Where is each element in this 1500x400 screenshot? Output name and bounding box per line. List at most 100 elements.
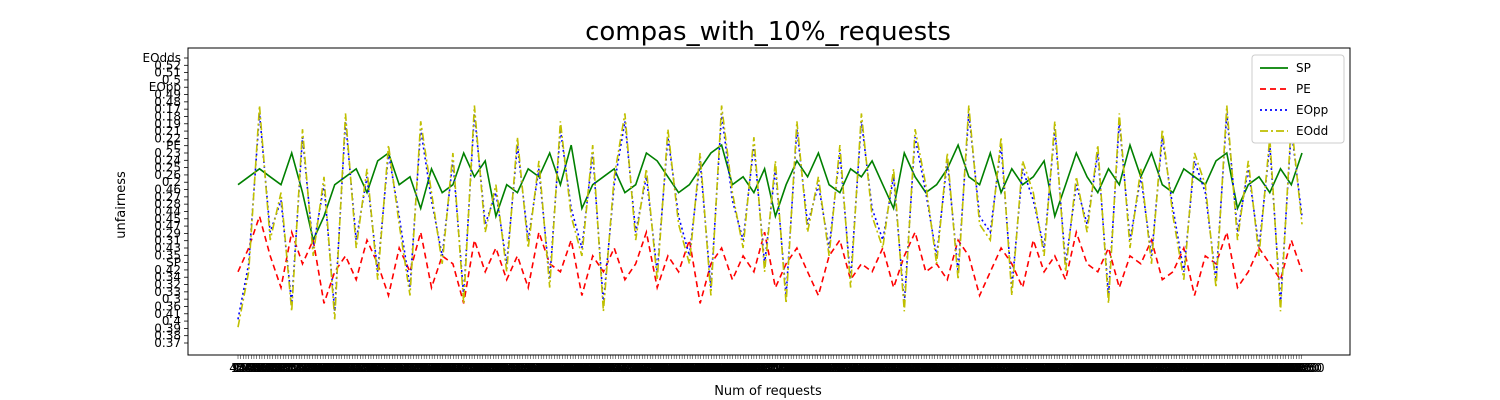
x-tick-label: 61950 — [549, 361, 587, 375]
x-tick-label: 187450 — [1212, 361, 1258, 375]
x-tick-label: 57450 — [525, 361, 563, 375]
x-tick-label: 171450 — [1127, 361, 1173, 375]
y-tick-label: 0.39 — [154, 321, 181, 335]
x-tick-label: 121950 — [864, 361, 910, 375]
x-tick-label: 53950 — [506, 361, 544, 375]
x-tick-label: 63950 — [559, 361, 597, 375]
x-tick-label: 144450 — [984, 361, 1030, 375]
x-tick-label: 79450 — [642, 361, 680, 375]
x-tick-label: 950 — [232, 361, 255, 375]
x-tick-label: 131950 — [917, 361, 963, 375]
x-tick-label: 191950 — [1236, 361, 1282, 375]
x-tick-label: 135450 — [936, 361, 982, 375]
x-tick-label: 39450 — [429, 361, 467, 375]
x-tick-label: 110950 — [805, 361, 851, 375]
x-tick-label: 168450 — [1111, 361, 1157, 375]
y-tick-label: 0.4 — [162, 314, 181, 328]
x-tick-label: 159450 — [1063, 361, 1109, 375]
x-tick-label: 15950 — [304, 361, 342, 375]
x-tick-label: 114950 — [827, 361, 873, 375]
x-tick-label: 64450 — [562, 361, 600, 375]
x-tick-label: 10450 — [275, 361, 313, 375]
x-axis-ticks: 0450950145019502450295034503950445049505… — [229, 355, 1325, 375]
x-tick-label: 74450 — [615, 361, 653, 375]
x-tick-label: 193950 — [1247, 361, 1293, 375]
x-tick-label: 157950 — [1055, 361, 1101, 375]
x-tick-label: 142450 — [973, 361, 1019, 375]
x-tick-label: 174450 — [1143, 361, 1189, 375]
x-tick-label: 2950 — [239, 361, 270, 375]
y-tick-label: 0.3 — [162, 292, 181, 306]
x-tick-label: 62950 — [554, 361, 592, 375]
x-tick-label: 155450 — [1042, 361, 1088, 375]
x-tick-label: 30450 — [381, 361, 419, 375]
x-tick-label: 163950 — [1087, 361, 1133, 375]
x-tick-label: 88450 — [690, 361, 728, 375]
x-tick-label: 145950 — [992, 361, 1038, 375]
x-tick-label: 134450 — [930, 361, 976, 375]
x-tick-label: 184950 — [1199, 361, 1245, 375]
x-tick-label: 139450 — [957, 361, 1003, 375]
legend-label-pe: PE — [1296, 82, 1311, 96]
x-tick-label: 76450 — [626, 361, 664, 375]
x-tick-label: 86450 — [679, 361, 717, 375]
x-tick-label: 97450 — [737, 361, 775, 375]
x-tick-label: 162450 — [1079, 361, 1125, 375]
x-tick-label: 104950 — [774, 361, 820, 375]
x-tick-label: 46950 — [469, 361, 507, 375]
x-tick-label: 146950 — [997, 361, 1043, 375]
x-tick-label: 6950 — [260, 361, 291, 375]
x-tick-label: 151950 — [1024, 361, 1070, 375]
x-tick-label: 65950 — [570, 361, 608, 375]
x-tick-label: 132950 — [922, 361, 968, 375]
x-tick-label: 81450 — [652, 361, 690, 375]
x-tick-label: 56950 — [522, 361, 560, 375]
x-tick-label: 9950 — [276, 361, 307, 375]
x-tick-label: 16950 — [309, 361, 347, 375]
x-tick-label: 82450 — [658, 361, 696, 375]
x-tick-label: 192950 — [1242, 361, 1288, 375]
x-tick-label: 78950 — [639, 361, 677, 375]
x-tick-label: 98450 — [743, 361, 781, 375]
x-tick-label: 149950 — [1013, 361, 1059, 375]
x-tick-label: 34450 — [402, 361, 440, 375]
x-tick-label: 12950 — [288, 361, 326, 375]
x-tick-label: 179450 — [1170, 361, 1216, 375]
x-tick-label: 21950 — [336, 361, 374, 375]
x-tick-label: 55950 — [517, 361, 555, 375]
x-tick-label: 46450 — [466, 361, 504, 375]
x-tick-label: 0 — [234, 361, 242, 375]
x-tick-label: 70450 — [594, 361, 632, 375]
x-tick-label: 95450 — [727, 361, 765, 375]
x-tick-label: 121450 — [861, 361, 907, 375]
x-tick-label: 157450 — [1053, 361, 1099, 375]
x-tick-label: 178450 — [1164, 361, 1210, 375]
x-tick-label: 10950 — [277, 361, 315, 375]
x-tick-label: 56450 — [519, 361, 557, 375]
x-tick-label: 83450 — [663, 361, 701, 375]
x-tick-label: 165450 — [1095, 361, 1141, 375]
x-tick-label: 47450 — [472, 361, 510, 375]
x-tick-label: 45450 — [461, 361, 499, 375]
x-tick-label: 111950 — [811, 361, 857, 375]
x-tick-label: 450 — [229, 361, 252, 375]
y-tick-label: 0.36 — [154, 299, 181, 313]
x-tick-label: 185450 — [1202, 361, 1248, 375]
x-tick-label: 124450 — [877, 361, 923, 375]
x-tick-label: 129450 — [904, 361, 950, 375]
x-tick-label: 92950 — [714, 361, 752, 375]
x-tick-label: 118450 — [845, 361, 891, 375]
x-tick-label: 164450 — [1090, 361, 1136, 375]
x-tick-label: 141950 — [970, 361, 1016, 375]
y-tick-label: 0.18 — [154, 109, 181, 123]
x-tick-label: 159950 — [1066, 361, 1112, 375]
x-tick-label: 1950 — [233, 361, 264, 375]
x-tick-label: 122450 — [867, 361, 913, 375]
x-tick-label: 53450 — [503, 361, 541, 375]
x-tick-label: 136450 — [941, 361, 987, 375]
x-tick-label: 29450 — [376, 361, 414, 375]
x-tick-label: 50450 — [487, 361, 525, 375]
x-tick-label: 192450 — [1239, 361, 1285, 375]
x-tick-label: 109450 — [797, 361, 843, 375]
